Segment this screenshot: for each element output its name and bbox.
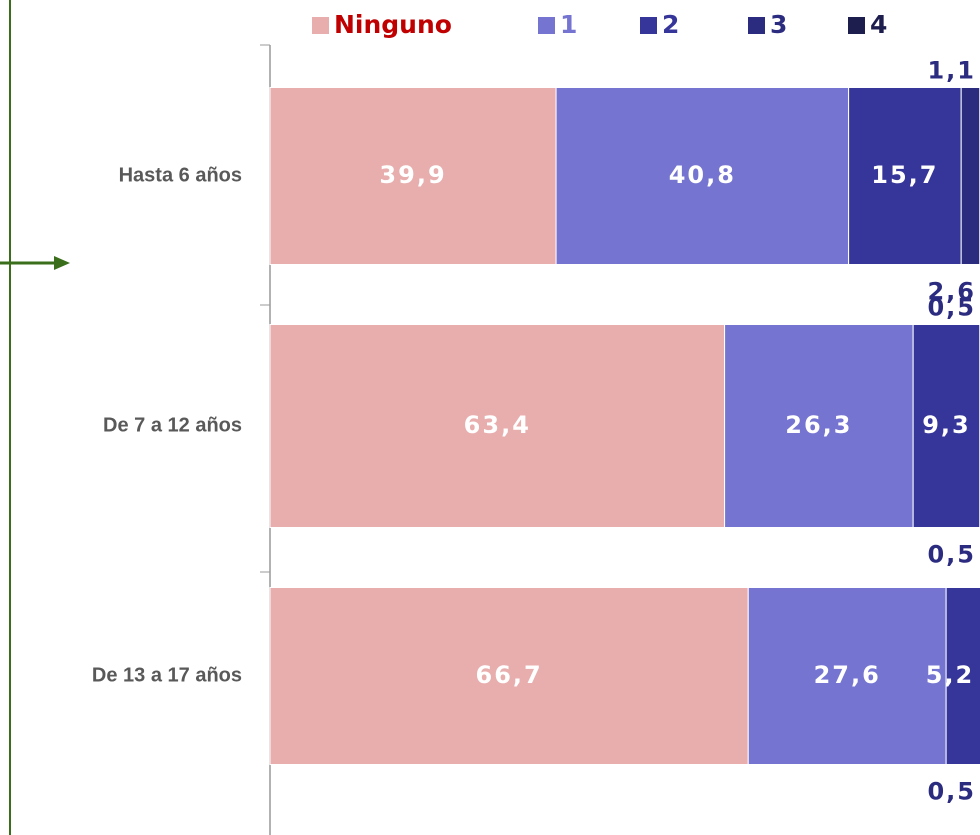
value-label: 39,9 [379, 161, 446, 189]
value-label: 9,3 [922, 411, 971, 439]
bar-segment [912, 324, 980, 528]
bar-segment [269, 587, 749, 765]
legend-swatch [640, 17, 657, 34]
value-label: 40,8 [669, 161, 736, 189]
value-label: 63,4 [464, 411, 531, 439]
bar-segment [269, 87, 557, 265]
legend-swatch [538, 17, 555, 34]
legend-label: 2 [662, 10, 679, 39]
value-label: 15,7 [871, 161, 938, 189]
legend-label: Ninguno [334, 10, 452, 39]
category-label: De 7 a 12 años [103, 414, 242, 436]
value-label: 26,3 [785, 411, 852, 439]
legend-label: 3 [770, 10, 787, 39]
legend-swatch [312, 17, 329, 34]
category-label: Hasta 6 años [119, 164, 242, 186]
legend-swatch [748, 17, 765, 34]
value-label: 2,6 [927, 278, 976, 306]
arrow-head [54, 256, 70, 270]
bar-segment [747, 587, 947, 765]
bar-segment [269, 324, 726, 528]
value-label: 27,6 [814, 661, 881, 689]
value-label: 1,1 [927, 57, 976, 85]
value-label: 0,5 [927, 541, 976, 569]
legend-label: 1 [560, 10, 577, 39]
bar-segment [960, 87, 980, 265]
value-label: 0,5 [927, 294, 976, 322]
category-label: De 13 a 17 años [92, 664, 242, 686]
bar-segment [848, 87, 962, 265]
value-label: 0,5 [927, 778, 976, 806]
bar-segment [945, 587, 980, 765]
legend-label: 4 [870, 10, 887, 39]
value-label: 66,7 [476, 661, 543, 689]
value-label: 5,2 [926, 661, 975, 689]
legend-swatch [848, 17, 865, 34]
